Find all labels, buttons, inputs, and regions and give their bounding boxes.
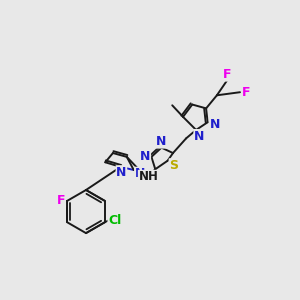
Text: NH: NH [138,170,158,183]
Text: N: N [209,118,220,131]
Text: N: N [140,150,151,164]
Text: Cl: Cl [108,214,121,226]
Text: S: S [169,159,178,172]
Text: N: N [194,130,204,142]
Text: F: F [223,68,231,81]
Text: F: F [57,194,65,207]
Text: F: F [242,86,250,99]
Text: N: N [156,135,167,148]
Text: N: N [135,167,145,180]
Text: N: N [116,166,127,179]
